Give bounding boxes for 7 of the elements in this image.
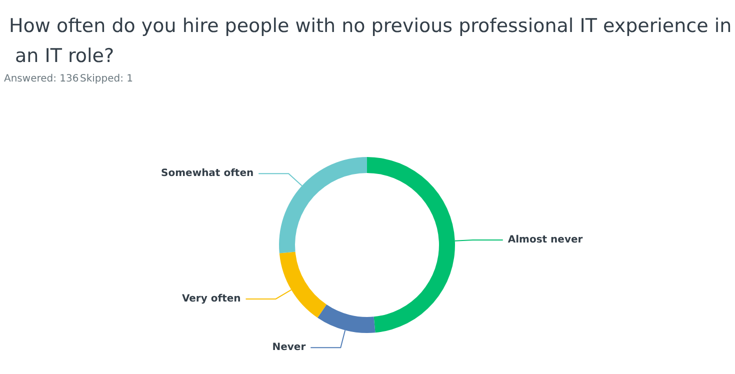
slice-label: Almost never [508,234,583,246]
slice-label: Very often [182,293,241,304]
text: Skipped: 1 [80,74,134,84]
slice-label: Never [272,342,306,354]
chart-title: How often do you hire people with no previous professional IT experience in an IT role? [9,15,732,67]
text: Answered: 136 [4,74,79,84]
slice-label: Somewhat often [161,168,254,180]
